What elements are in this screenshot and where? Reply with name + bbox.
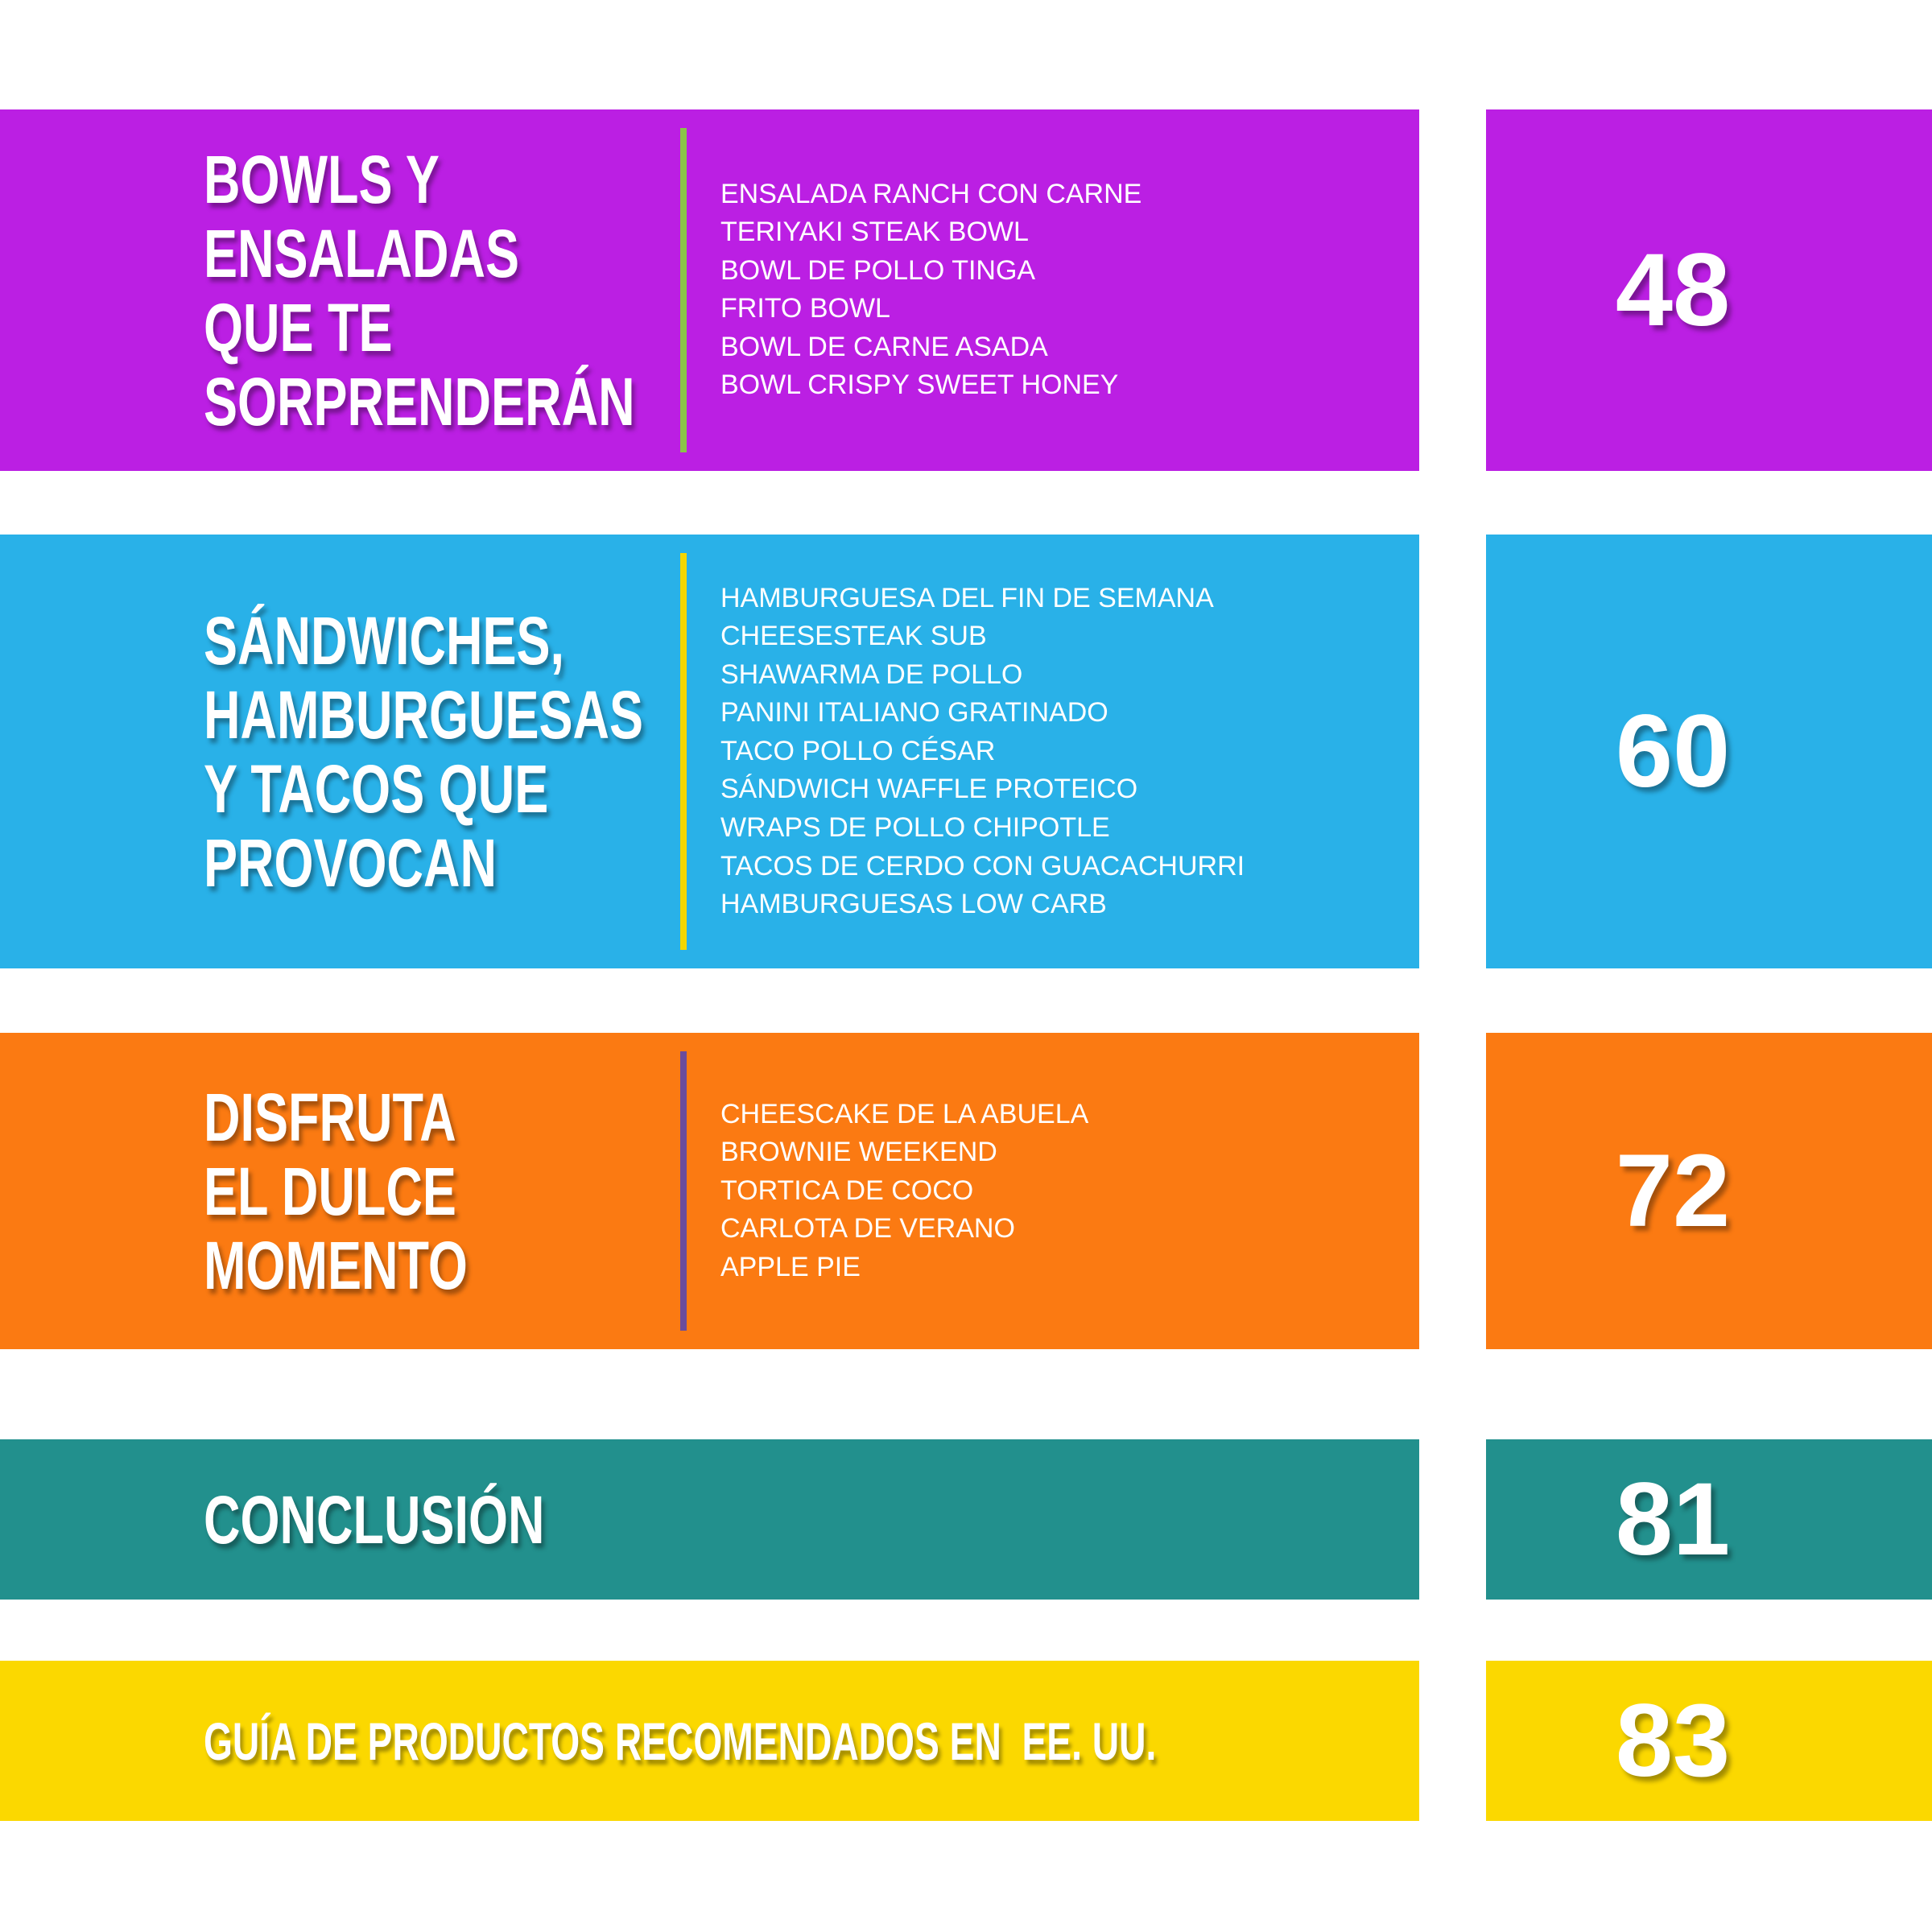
- section-title: DISFRUTA EL DULCE MOMENTO: [204, 1080, 468, 1302]
- item-list: HAMBURGUESA DEL FIN DE SEMANA CHEESESTEAK…: [720, 579, 1245, 923]
- item: CARLOTA DE VERANO: [720, 1213, 1015, 1245]
- item: BOWL DE CARNE ASADA: [720, 332, 1048, 363]
- item-list: CHEESCAKE DE LA ABUELA BROWNIE WEEKEND TOR…: [720, 1096, 1088, 1287]
- divider: [680, 1051, 687, 1331]
- title-line: Y TACOS QUE: [204, 750, 549, 827]
- item: CHEESESTEAK SUB: [720, 620, 987, 651]
- item: BOWL CRISPY SWEET HONEY: [720, 369, 1119, 401]
- section-band: GUÍA DE PRODUCTOS RECOMENDADOS EN EE. UU…: [0, 1661, 1419, 1821]
- page-number: 81: [1615, 1462, 1731, 1577]
- title-line: ENSALADAS: [204, 215, 520, 291]
- title-line: PROVOCAN: [204, 824, 497, 901]
- item: TORTICA DE COCO: [720, 1174, 974, 1206]
- title-line: HAMBURGUESAS: [204, 676, 644, 753]
- item: HAMBURGUESA DEL FIN DE SEMANA: [720, 582, 1214, 613]
- title-line: MOMENTO: [204, 1227, 468, 1303]
- title-line: GUÍA DE PRODUCTOS RECOMENDADOS EN EE. UU…: [204, 1711, 1157, 1771]
- item: ENSALADA RANCH CON CARNE: [720, 178, 1142, 209]
- item: FRITO BOWL: [720, 293, 890, 324]
- item: TERIYAKI STEAK BOWL: [720, 217, 1029, 248]
- item: APPLE PIE: [720, 1251, 861, 1282]
- item: WRAPS DE POLLO CHIPOTLE: [720, 811, 1110, 843]
- item: BROWNIE WEEKEND: [720, 1137, 997, 1168]
- item-list: ENSALADA RANCH CON CARNE TERIYAKI STEAK B…: [720, 175, 1141, 406]
- page-box: 48: [1486, 109, 1932, 471]
- section-title: BOWLS Y ENSALADAS QUE TE SORPRENDERÁN: [204, 142, 635, 439]
- section-band: SÁNDWICHES, HAMBURGUESAS Y TACOS QUE PROVOC…: [0, 535, 1419, 968]
- section-band: BOWLS Y ENSALADAS QUE TE SORPRENDERÁN ENSALA…: [0, 109, 1419, 471]
- page-number: 83: [1615, 1683, 1731, 1798]
- page-box: 72: [1486, 1033, 1932, 1349]
- section-band: DISFRUTA EL DULCE MOMENTO CHEESCAKE DE LA A…: [0, 1033, 1419, 1349]
- section-title: CONCLUSIÓN: [204, 1483, 545, 1557]
- divider: [680, 553, 687, 950]
- title-line: EL DULCE: [204, 1153, 456, 1229]
- page-number: 60: [1615, 694, 1731, 809]
- item: BOWL DE POLLO TINGA: [720, 254, 1036, 286]
- page-box: 83: [1486, 1661, 1932, 1821]
- title-line: CONCLUSIÓN: [204, 1481, 545, 1558]
- page-number: 72: [1615, 1133, 1731, 1249]
- title-line: SORPRENDERÁN: [204, 363, 635, 440]
- item: HAMBURGUESAS LOW CARB: [720, 889, 1107, 920]
- item: TACO POLLO CÉSAR: [720, 735, 996, 766]
- divider: [680, 128, 687, 452]
- section-band: CONCLUSIÓN: [0, 1439, 1419, 1600]
- item: CHEESCAKE DE LA ABUELA: [720, 1098, 1089, 1129]
- page-box: 60: [1486, 535, 1932, 968]
- title-line: SÁNDWICHES,: [204, 602, 565, 679]
- section-title: GUÍA DE PRODUCTOS RECOMENDADOS EN EE. UU…: [204, 1704, 1156, 1778]
- item: TACOS DE CERDO CON GUACACHURRI: [720, 850, 1245, 881]
- page-number: 48: [1615, 233, 1731, 348]
- title-line: DISFRUTA: [204, 1079, 456, 1155]
- item: SHAWARMA DE POLLO: [720, 658, 1023, 690]
- item: PANINI ITALIANO GRATINADO: [720, 697, 1108, 729]
- title-line: QUE TE: [204, 289, 393, 365]
- item: SÁNDWICH WAFFLE PROTEICO: [720, 774, 1138, 805]
- section-title: SÁNDWICHES, HAMBURGUESAS Y TACOS QUE PROVOC…: [204, 604, 643, 900]
- title-line: BOWLS Y: [204, 141, 440, 217]
- page-box: 81: [1486, 1439, 1932, 1600]
